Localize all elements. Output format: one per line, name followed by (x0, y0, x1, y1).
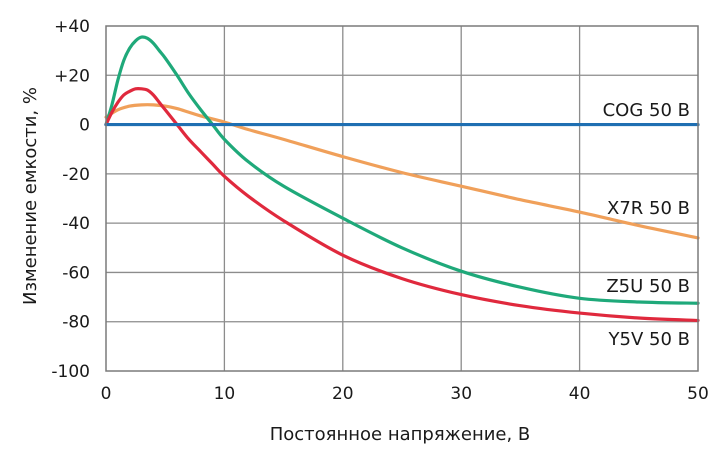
y-axis-label: Изменение емкости, % (20, 87, 41, 305)
y-tick-label: -40 (62, 214, 90, 234)
x-axis-label: Постоянное напряжение, В (270, 424, 531, 445)
series-label-z5u: Z5U 50 В (606, 276, 690, 297)
y-tick-label: -80 (62, 313, 90, 333)
y-tick-label: +40 (54, 17, 90, 37)
series-labels: COG 50 В X7R 50 В Z5U 50 В Y5V 50 В (603, 100, 690, 350)
x-tick-label: 20 (332, 384, 354, 404)
y-tick-label: -20 (62, 165, 90, 185)
series-label-cog: COG 50 В (603, 100, 690, 121)
series-label-y5v: Y5V 50 В (608, 329, 690, 350)
series-lines (104, 35, 700, 323)
x-tick-label: 0 (101, 384, 112, 404)
plot-border (105, 25, 699, 372)
series-line-y5v (104, 87, 700, 323)
tick-labels: 0 10 20 30 40 50 +40 +20 0 -20 -40 -60 -80 -100 (51, 17, 708, 404)
x-tick-label: 50 (687, 384, 709, 404)
plot-frame (105, 25, 699, 372)
x-tick-label: 30 (450, 384, 472, 404)
series-line-x7r (104, 103, 700, 240)
series-line-z5u (104, 35, 700, 305)
y-tick-label: 0 (79, 116, 90, 136)
y-tick-label: +20 (54, 66, 90, 86)
x-tick-label: 10 (214, 384, 236, 404)
y-tick-label: -100 (51, 362, 90, 382)
x-tick-label: 40 (569, 384, 591, 404)
y-tick-label: -60 (62, 263, 90, 283)
series-label-x7r: X7R 50 В (607, 198, 690, 219)
